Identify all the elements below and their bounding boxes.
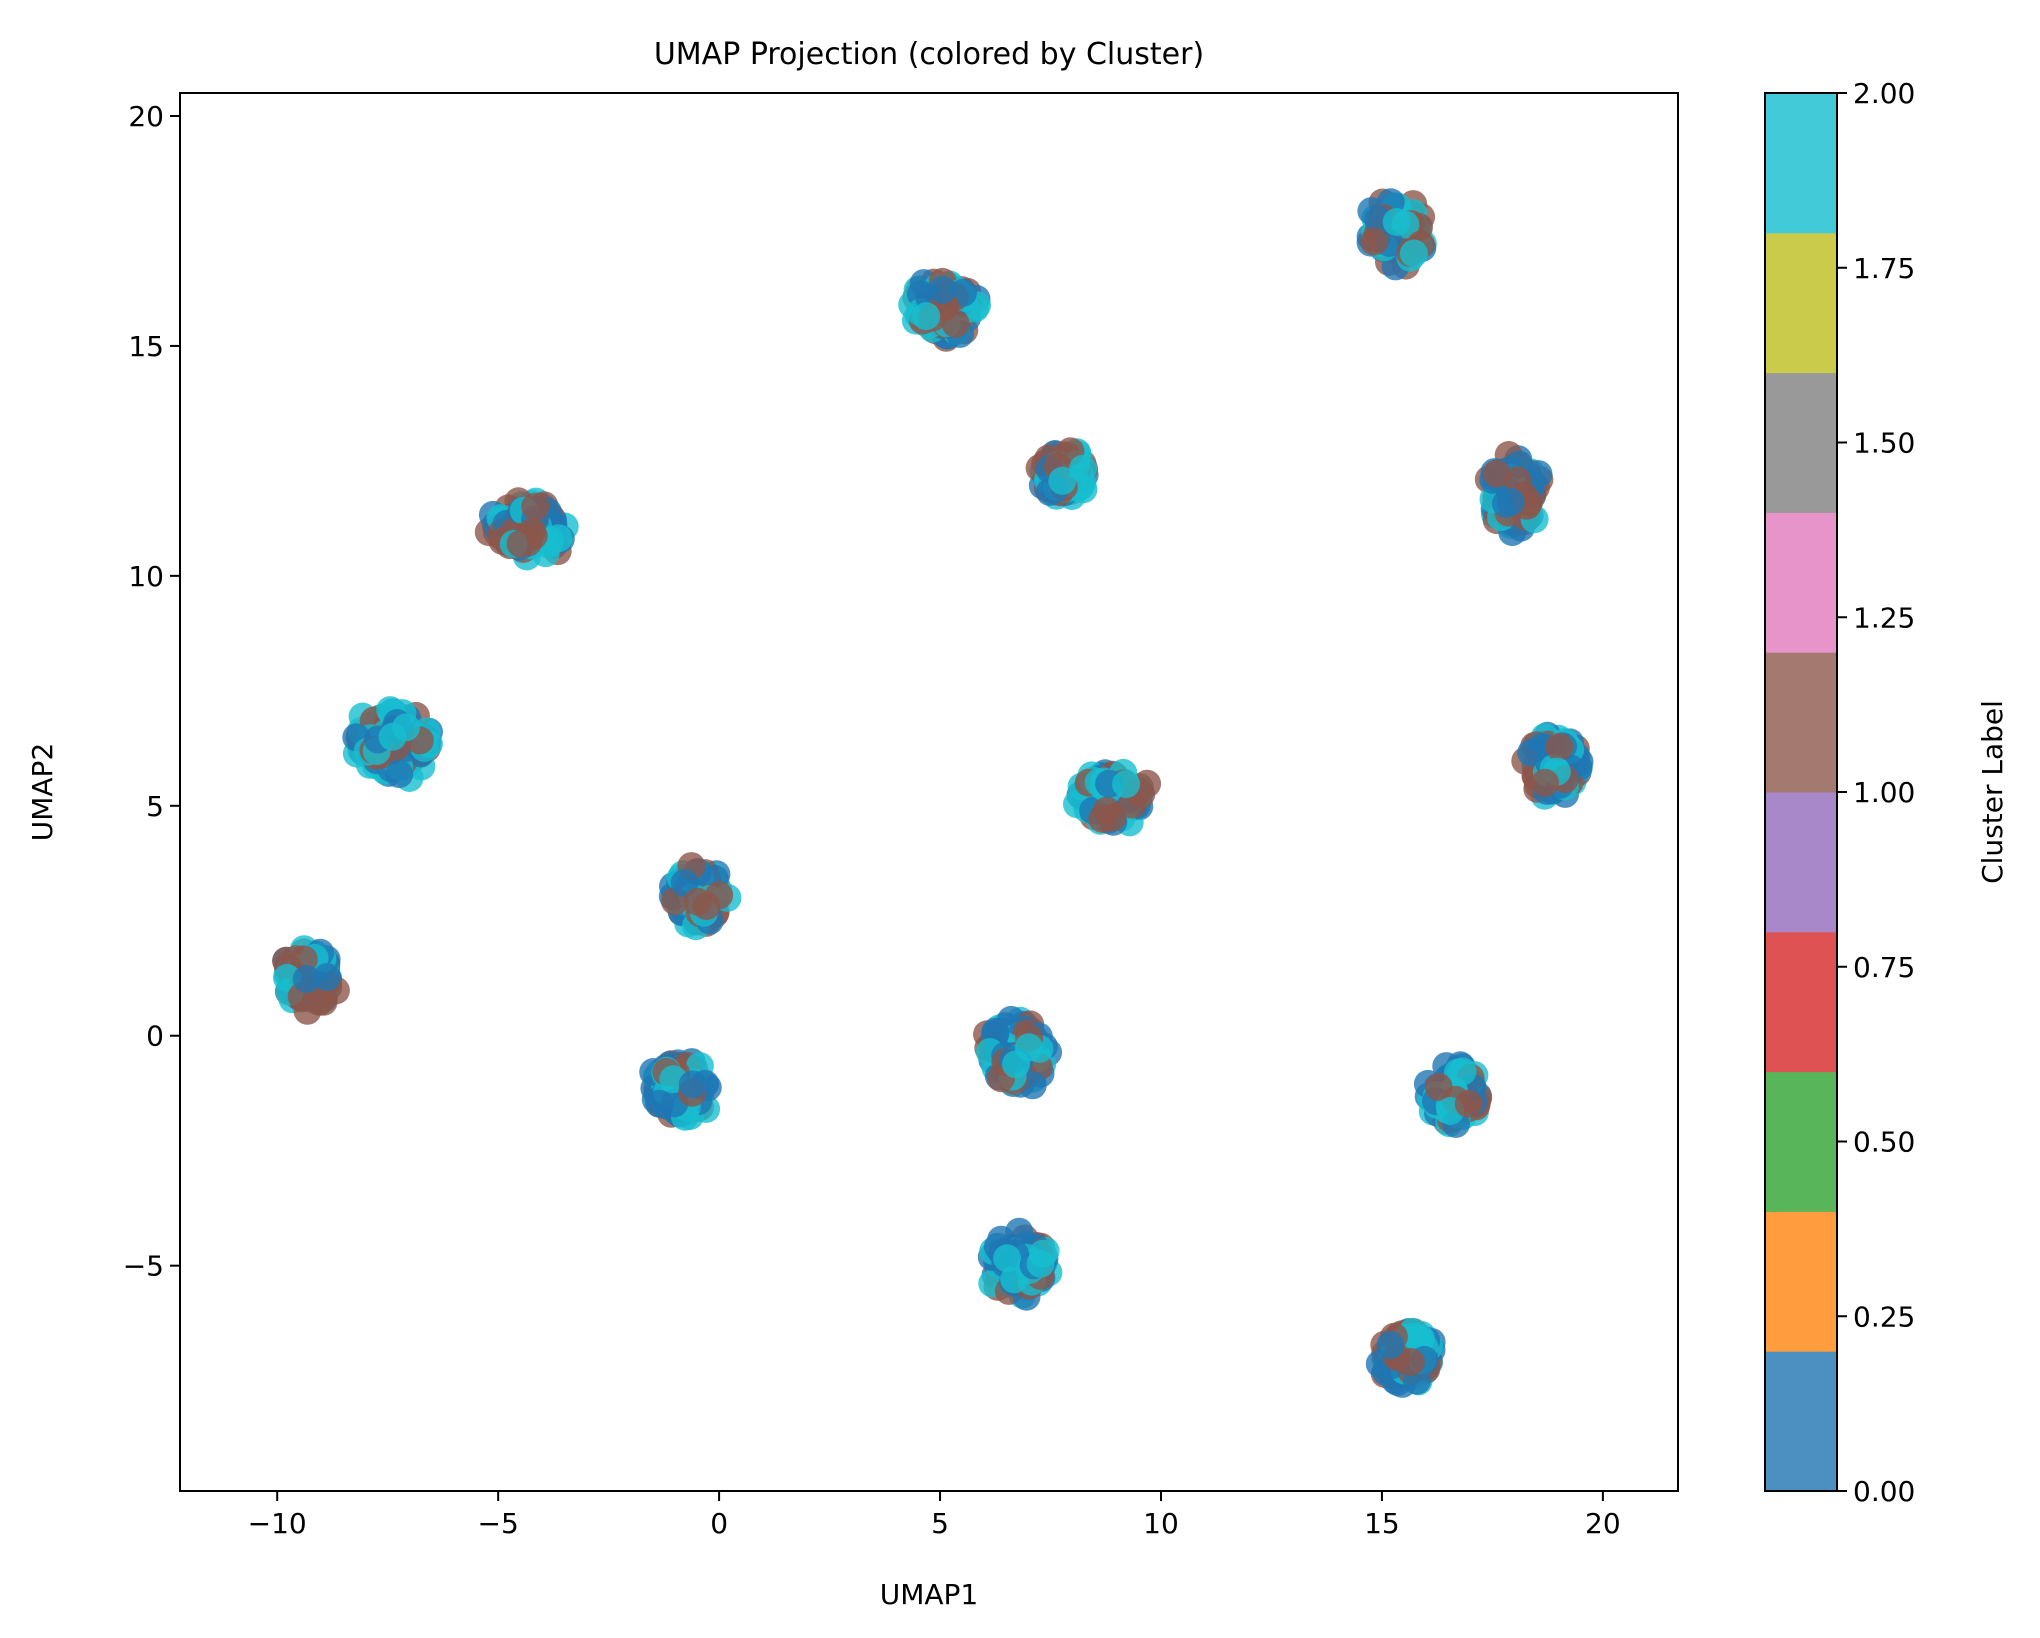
x-tick-label: 15 [1364,1507,1400,1540]
y-tick-label: 20 [128,100,164,133]
scatter-point [1048,466,1077,495]
colorbar-segment [1765,372,1837,513]
scatter-point [1531,768,1560,797]
colorbar-segment [1765,652,1837,793]
scatter-point [1014,1033,1043,1062]
y-tick-label: 0 [146,1020,164,1053]
scatter-point [678,1070,707,1099]
colorbar-segment [1765,232,1837,374]
x-tick-label: 0 [710,1507,728,1540]
colorbar-tick-label: 1.00 [1853,776,1915,809]
colorbar-segment [1765,1071,1837,1212]
colorbar-tick-label: 0.50 [1853,1126,1915,1159]
scatter-point [1028,1239,1057,1268]
x-axis-ticks: −10 −5 0 5 10 15 20 [248,1491,1621,1540]
y-tick-label: 15 [128,330,164,363]
x-tick-label: 10 [1143,1507,1179,1540]
y-axis-ticks: −5 0 5 10 15 20 [123,100,180,1283]
colorbar [1764,92,1838,1492]
colorbar-tick-label: 0.00 [1853,1475,1915,1508]
colorbar-tick-label: 1.75 [1853,252,1915,285]
scatter-points [272,188,1594,1398]
x-tick-label: −5 [478,1507,519,1540]
y-axis-label: UMAP2 [26,743,59,842]
x-axis-label: UMAP1 [880,1578,979,1611]
colorbar-segment [1765,512,1837,653]
colorbar-segment [1765,93,1837,234]
x-tick-label: 20 [1585,1507,1621,1540]
scatter-point [1069,454,1097,483]
scatter-point [1399,239,1428,268]
scatter-point [313,963,341,992]
scatter-point [683,887,712,916]
colorbar-segment [1765,1211,1837,1352]
scatter-point [1448,1057,1477,1086]
colorbar-ticks: 0.00 0.25 0.50 0.75 1.00 1.25 1.50 1.75 2.00 [1837,77,1915,1508]
scatter-point [385,760,414,789]
x-tick-label: 5 [931,1507,949,1540]
colorbar-segment [1765,931,1837,1073]
scatter-point [1496,487,1525,516]
x-tick-label: −10 [248,1507,307,1540]
scatter-point [378,722,407,751]
colorbar-tick-label: 0.75 [1853,951,1915,984]
scatter-point [1376,1331,1405,1360]
colorbar-tick-label: 0.25 [1853,1300,1915,1333]
y-tick-label: 10 [128,560,164,593]
colorbar-segment [1765,792,1837,933]
scatter-point [1454,1089,1483,1118]
y-tick-label: −5 [123,1250,164,1283]
scatter-point [912,302,941,331]
scatter-point [1088,804,1117,833]
scatter-point [1545,732,1574,761]
scatter-point [292,965,321,993]
scatter-point [1112,770,1141,799]
scatter-point [1382,208,1411,236]
y-tick-label: 5 [146,790,164,823]
colorbar-tick-label: 2.00 [1853,77,1915,110]
colorbar-segment [1765,1351,1837,1492]
scatter-point [1503,466,1532,495]
scatter-point [928,276,957,304]
chart-title: UMAP Projection (colored by Cluster) [654,37,1204,72]
scatter-point [993,1244,1022,1273]
scatter-point [1424,1072,1453,1101]
colorbar-label: Cluster Label [1976,700,2009,884]
plot-frame [179,92,1679,1492]
colorbar-tick-label: 1.50 [1853,427,1915,460]
scatter-point [1360,227,1389,256]
scatter-point [506,529,535,558]
colorbar-tick-label: 1.25 [1853,601,1915,634]
scatter-point [1482,459,1511,488]
scatter-point [521,492,550,521]
scatter-point [309,987,338,1016]
